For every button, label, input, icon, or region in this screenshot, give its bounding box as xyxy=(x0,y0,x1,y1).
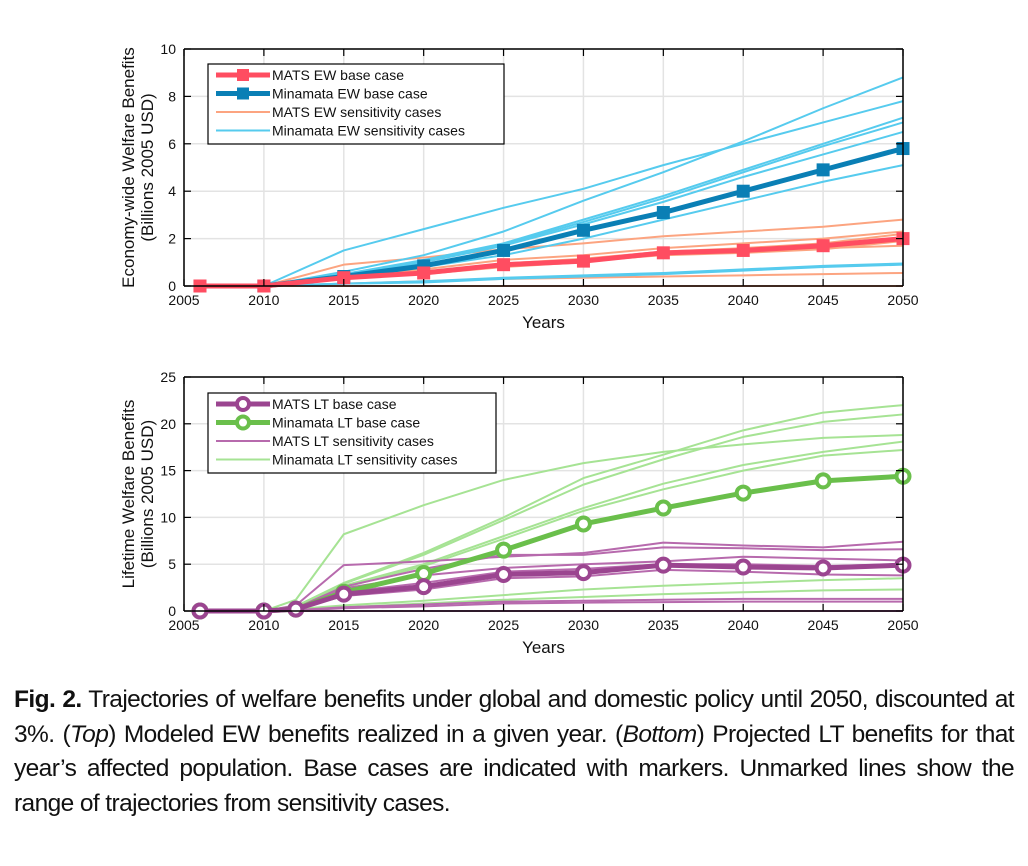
y-tick-label: 0 xyxy=(168,603,176,619)
legend-swatch-square-marker xyxy=(237,69,249,81)
x-tick-label: 2050 xyxy=(887,617,918,633)
x-tick-label: 2005 xyxy=(168,292,199,308)
sensitivity-line-minamata xyxy=(263,434,904,612)
legend-swatch-circle-marker xyxy=(235,396,251,412)
x-tick-label: 2035 xyxy=(648,292,679,308)
x-tick-label: 2045 xyxy=(808,617,839,633)
mats-ew-base-case-marker xyxy=(417,266,431,280)
y-axis-label-line1: Lifetime Welfare Benefits xyxy=(119,400,138,589)
minamata-lt-base-case-marker xyxy=(495,541,513,559)
mats-ew-base-case-marker xyxy=(816,239,830,253)
y-tick-label: 10 xyxy=(160,41,176,57)
minamata-ew-base-case-marker xyxy=(576,223,590,237)
top-panel-ew-benefits: 2005 2010 2015 2020 2025 2030 2035 2040 2045 2050… xyxy=(119,41,919,332)
caption-italic-top: Top xyxy=(70,720,109,748)
minamata-lt-base-case-marker xyxy=(734,484,752,502)
figure: 2005 2010 2015 2020 2025 2030 2035 2040 2045 2050… xyxy=(119,41,919,657)
x-tick-label: 2035 xyxy=(648,617,679,633)
x-tick-label: 2015 xyxy=(328,617,359,633)
mats-lt-base-case-marker xyxy=(335,585,353,603)
minamata-lt-base-case-marker xyxy=(654,499,672,517)
x-tick-label: 2020 xyxy=(408,292,439,308)
x-tick-label: 2015 xyxy=(328,292,359,308)
y-tick-label: 0 xyxy=(168,278,176,294)
legend-label: Minamata EW sensitivity cases xyxy=(272,123,465,139)
legend-label: Minamata LT sensitivity cases xyxy=(272,452,457,468)
caption-text-2: ) Modeled EW benefits realized in a give… xyxy=(108,720,623,748)
mats-ew-base-case-marker xyxy=(736,243,750,257)
sensitivity-line-minamata xyxy=(263,577,904,612)
x-axis-label: Years xyxy=(522,313,565,332)
y-axis-label-line2: (Billions 2005 USD) xyxy=(138,93,157,241)
mats-ew-base-case-marker xyxy=(656,246,670,260)
mats-lt-base-case-marker xyxy=(495,565,513,583)
legend: MATS LT base case Minamata LT base case MA… xyxy=(207,392,497,474)
mats-ew-base-case-line xyxy=(199,236,904,289)
x-tick-label: 2025 xyxy=(488,617,519,633)
y-tick-label: 20 xyxy=(160,416,176,432)
legend-label: MATS LT sensitivity cases xyxy=(272,433,434,449)
mats-lt-base-case-marker xyxy=(814,559,832,577)
y-tick-label: 8 xyxy=(168,88,176,104)
legend-swatch-square-marker xyxy=(237,87,249,100)
y-tick-label: 4 xyxy=(168,183,176,199)
sensitivity-line-minamata xyxy=(263,121,904,287)
x-tick-label: 2045 xyxy=(808,292,839,308)
y-axis-label-line1: Economy-wide Welfare Benefits xyxy=(119,47,138,288)
minamata-ew-base-case-marker xyxy=(497,243,511,257)
minamata-ew-base-case-marker xyxy=(656,206,670,220)
caption-text-3: ) Projected LT benefits for that year’s … xyxy=(14,720,1015,817)
legend-label: Minamata EW base case xyxy=(272,86,428,102)
y-tick-label: 5 xyxy=(168,556,176,572)
x-axis-label: Years xyxy=(522,638,565,657)
mats-lt-base-case-marker xyxy=(574,564,592,582)
bottom-panel-lt-benefits: 2005 2010 2015 2020 2025 2030 2035 2040 2045 2050… xyxy=(119,369,919,657)
mats-ew-base-case-marker xyxy=(576,254,590,268)
legend-label: MATS EW sensitivity cases xyxy=(272,104,441,120)
y-tick-label: 6 xyxy=(168,136,176,152)
sensitivity-line-minamata xyxy=(263,76,904,287)
mats-ew-base-case-marker xyxy=(497,258,511,272)
x-tick-label: 2020 xyxy=(408,617,439,633)
minamata-ew-base-case-marker xyxy=(736,184,750,198)
minamata-ew-base-case-marker xyxy=(816,163,830,177)
legend: MATS EW base case Minamata EW base case MA… xyxy=(207,63,505,145)
x-tick-label: 2040 xyxy=(728,617,759,633)
y-tick-label: 10 xyxy=(160,509,176,525)
legend-swatch-circle-marker xyxy=(235,414,251,431)
legend-label: MATS EW base case xyxy=(272,67,404,83)
y-tick-label: 25 xyxy=(160,369,176,385)
x-tick-label: 2010 xyxy=(248,617,279,633)
mats-ew-base-case-marker xyxy=(337,271,351,285)
mats-lt-base-case-marker xyxy=(654,556,672,574)
x-tick-label: 2030 xyxy=(568,617,599,633)
mats-lt-base-case-marker xyxy=(287,600,305,618)
sensitivity-line-mats xyxy=(263,600,903,612)
caption-text-1: Trajectories of welfare benefits under g… xyxy=(14,686,1015,748)
minamata-lt-base-case-marker xyxy=(814,472,832,490)
minamata-lt-base-case-marker xyxy=(415,565,433,583)
x-tick-label: 2025 xyxy=(488,292,519,308)
x-tick-label: 2005 xyxy=(168,617,199,633)
y-tick-label: 15 xyxy=(160,463,176,479)
x-tick-label: 2010 xyxy=(248,292,279,308)
legend-label: Minamata LT base case xyxy=(272,415,420,431)
caption-fig-label: Fig. 2. xyxy=(14,686,82,713)
x-tick-label: 2050 xyxy=(887,292,918,308)
legend-label: MATS LT base case xyxy=(272,396,397,412)
x-tick-label: 2040 xyxy=(728,292,759,308)
sensitivity-line-minamata xyxy=(263,263,904,287)
y-tick-label: 2 xyxy=(168,231,176,247)
minamata-lt-base-case-marker xyxy=(574,515,592,533)
sensitivity-line-minamata xyxy=(263,413,904,612)
sensitivity-line-mats xyxy=(263,218,904,287)
figure-caption: Fig. 2. Trajectories of welfare benefits… xyxy=(14,683,1015,821)
sensitivity-line-minamata xyxy=(263,100,904,287)
caption-italic-bottom: Bottom xyxy=(622,720,698,748)
mats-lt-base-case-marker xyxy=(734,558,752,576)
x-tick-label: 2030 xyxy=(568,292,599,308)
y-axis-label-line2: (Billions 2005 USD) xyxy=(138,420,157,568)
mats-lt-base-case-marker xyxy=(415,578,433,596)
